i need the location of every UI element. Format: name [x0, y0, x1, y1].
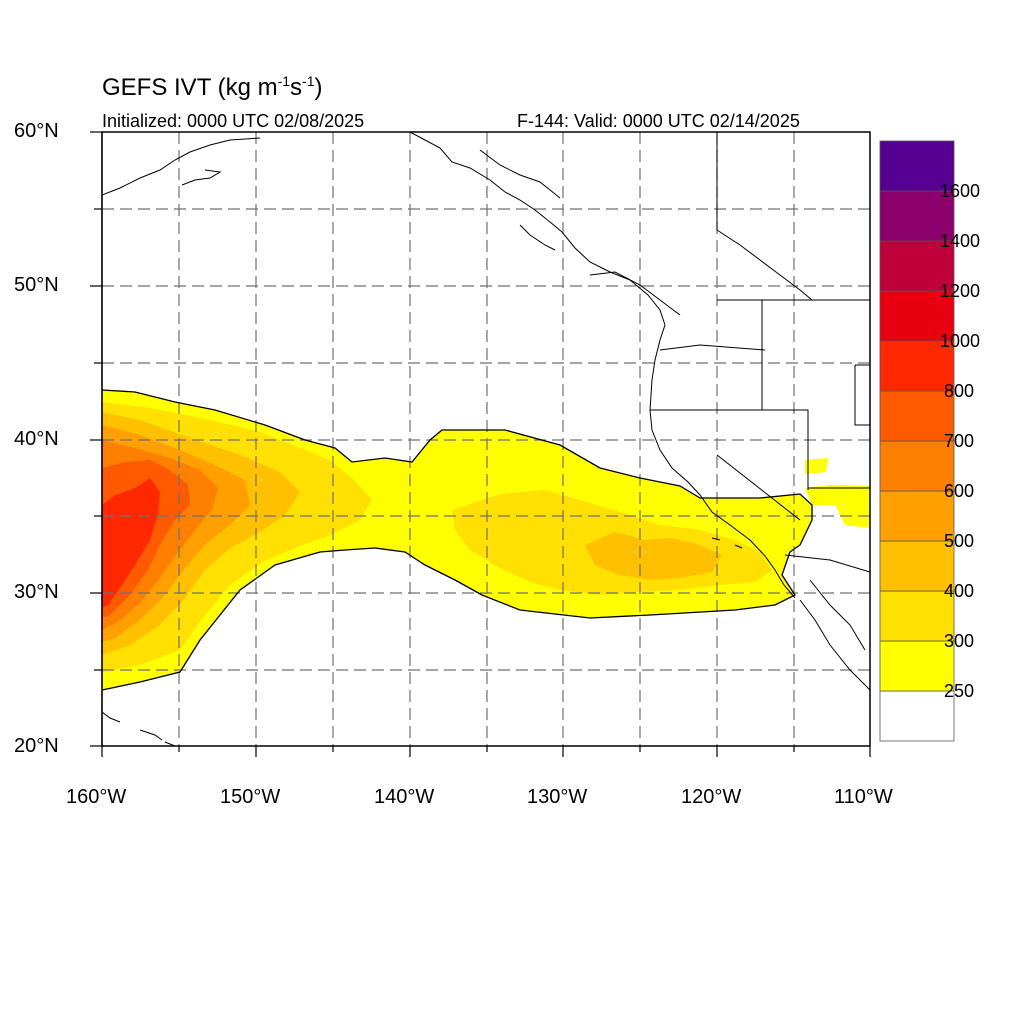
- title-text-end: ): [314, 74, 323, 101]
- colorbar-box: [879, 240, 955, 292]
- title-text: GEFS IVT (kg m: [102, 74, 278, 101]
- initialized-time: Initialized: 0000 UTC 02/08/2025: [102, 111, 365, 131]
- colorbar-box: [879, 490, 955, 542]
- map-title: GEFS IVT (kg m-1s-1): [102, 73, 323, 102]
- colorbar-box: [879, 690, 955, 742]
- colorbar-label: 1000: [940, 331, 981, 351]
- colorbar-box: [879, 440, 955, 492]
- colorbar-box: [879, 190, 955, 242]
- coastlines: [102, 132, 870, 746]
- colorbar: [879, 140, 955, 742]
- ivt-contour-250-inland: [805, 485, 870, 528]
- colorbar-box: [879, 140, 955, 192]
- lon-label-150w: 150°W: [220, 786, 281, 808]
- title-text-unit: s: [290, 74, 303, 101]
- ivt-contour-250-inland-small: [805, 458, 828, 474]
- colorbar-box: [879, 390, 955, 442]
- lon-label-110w: 110°W: [834, 786, 893, 808]
- lat-label-30: 30°N: [14, 581, 59, 603]
- colorbar-label: 250: [944, 681, 975, 701]
- colorbar-label: 1600: [940, 181, 981, 201]
- valid-time: F-144: Valid: 0000 UTC 02/14/2025: [517, 111, 800, 131]
- title-exponent: -1: [302, 73, 315, 89]
- lon-label-140w: 140°W: [374, 786, 435, 808]
- graticule: [102, 132, 870, 746]
- colorbar-label: 600: [944, 481, 975, 501]
- colorbar-label: 500: [944, 531, 975, 551]
- lon-label-160w: 160°W: [66, 786, 127, 808]
- lat-label-20: 20°N: [14, 735, 59, 757]
- ivt-contour-800: [102, 478, 160, 608]
- colorbar-label: 400: [944, 581, 975, 601]
- colorbar-box: [879, 340, 955, 392]
- colorbar-label: 800: [944, 381, 975, 401]
- lon-label-130w: 130°W: [527, 786, 588, 808]
- lon-label-120w: 120°W: [681, 786, 742, 808]
- axis-ticks: [90, 131, 871, 757]
- title-exponent: -1: [277, 73, 291, 89]
- lat-label-60: 60°N: [14, 120, 59, 142]
- ivt-contour-400-east: [585, 532, 722, 580]
- colorbar-label: 700: [944, 431, 975, 451]
- ivt-outline: [102, 389, 813, 691]
- colorbar-label: 300: [944, 631, 975, 651]
- ivt-shading: [102, 390, 870, 690]
- lat-label-50: 50°N: [14, 274, 59, 296]
- colorbar-box: [879, 540, 955, 592]
- colorbar-label: 1400: [940, 231, 981, 251]
- colorbar-box: [879, 290, 955, 342]
- colorbar-label: 1200: [940, 281, 981, 301]
- colorbar-box: [879, 590, 955, 642]
- lat-label-40: 40°N: [14, 428, 59, 450]
- colorbar-box: [879, 640, 955, 692]
